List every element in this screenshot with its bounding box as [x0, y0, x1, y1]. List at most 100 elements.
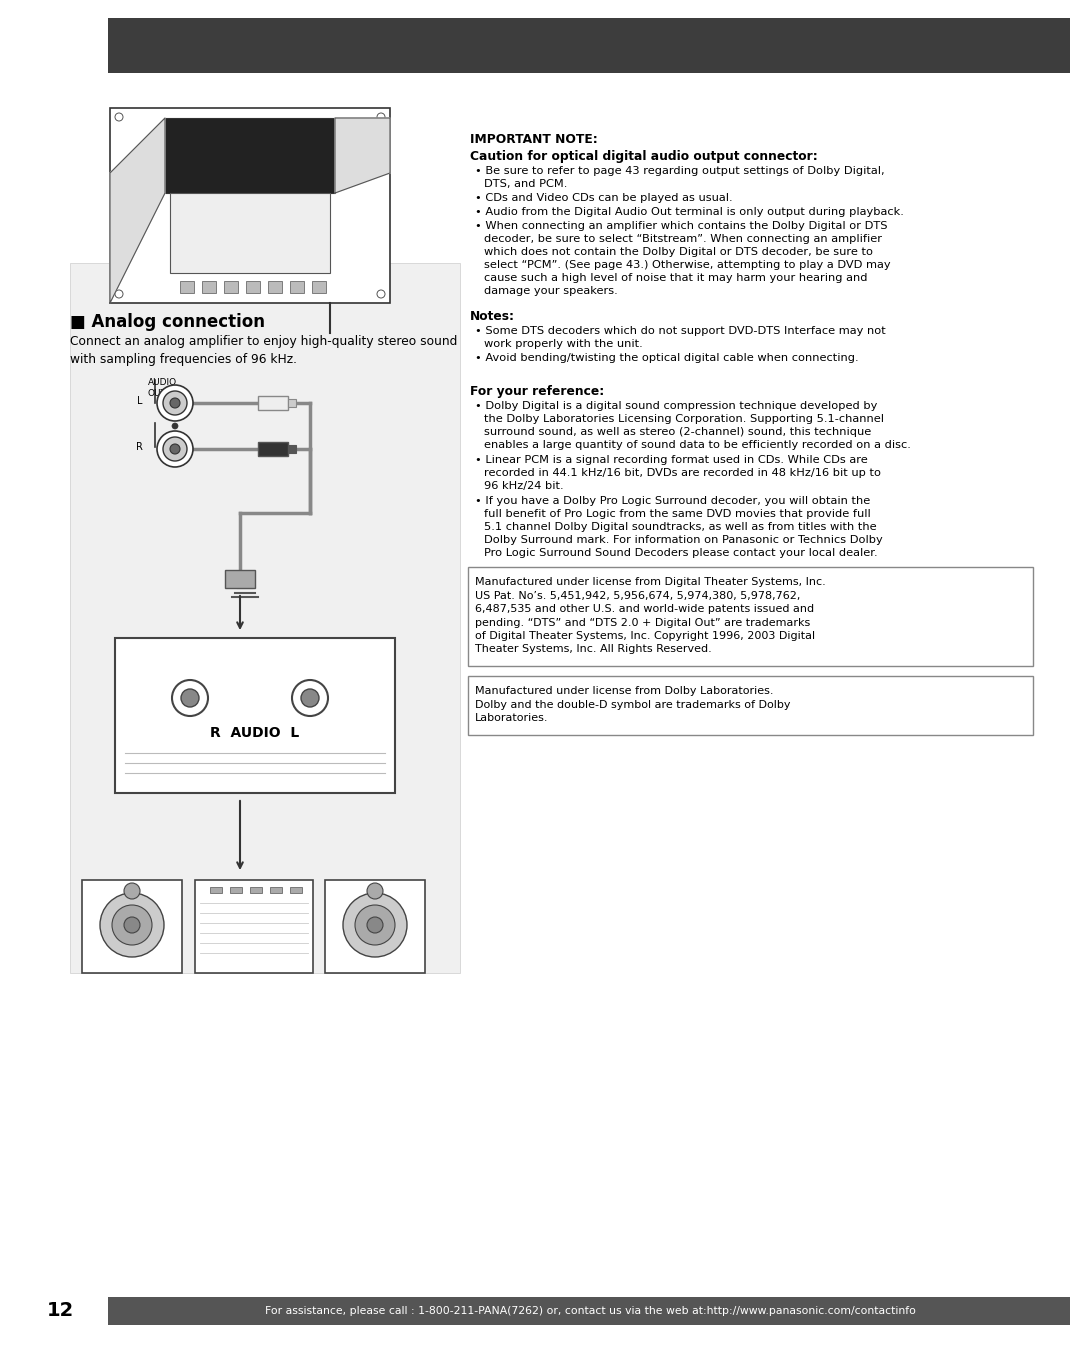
Bar — [180, 281, 194, 293]
Text: the Dolby Laboratories Licensing Corporation. Supporting 5.1-channel: the Dolby Laboratories Licensing Corpora… — [484, 414, 885, 424]
Text: of Digital Theater Systems, Inc. Copyright 1996, 2003 Digital: of Digital Theater Systems, Inc. Copyrig… — [475, 631, 815, 641]
Bar — [165, 119, 335, 194]
Circle shape — [377, 290, 384, 298]
Bar — [82, 880, 183, 973]
Bar — [468, 567, 1032, 667]
Bar — [325, 880, 426, 973]
Text: full benefit of Pro Logic from the same DVD movies that provide full: full benefit of Pro Logic from the same … — [484, 508, 870, 519]
Text: Laboratories.: Laboratories. — [475, 713, 549, 722]
Bar — [288, 399, 296, 408]
Bar — [288, 444, 296, 453]
Text: recorded in 44.1 kHz/16 bit, DVDs are recorded in 48 kHz/16 bit up to: recorded in 44.1 kHz/16 bit, DVDs are re… — [484, 468, 881, 478]
Circle shape — [124, 883, 140, 900]
Bar — [258, 397, 288, 410]
Text: • Audio from the Digital Audio Out terminal is only output during playback.: • Audio from the Digital Audio Out termi… — [475, 207, 904, 217]
Bar — [114, 638, 395, 793]
Text: • Dolby Digital is a digital sound compression technique developed by: • Dolby Digital is a digital sound compr… — [475, 401, 877, 412]
Circle shape — [343, 893, 407, 957]
Circle shape — [157, 384, 193, 421]
Text: 96 kHz/24 bit.: 96 kHz/24 bit. — [484, 481, 564, 491]
Bar — [268, 281, 282, 293]
Text: enables a large quantity of sound data to be efficiently recorded on a disc.: enables a large quantity of sound data t… — [484, 440, 910, 450]
Text: Caution for optical digital audio output connector:: Caution for optical digital audio output… — [470, 150, 818, 164]
Text: • Avoid bending/twisting the optical digital cable when connecting.: • Avoid bending/twisting the optical dig… — [475, 353, 859, 363]
Text: 5.1 channel Dolby Digital soundtracks, as well as from titles with the: 5.1 channel Dolby Digital soundtracks, a… — [484, 522, 877, 532]
Text: L: L — [137, 397, 143, 406]
Text: 12: 12 — [46, 1302, 73, 1321]
Bar — [70, 263, 460, 973]
Circle shape — [170, 444, 180, 454]
Circle shape — [301, 690, 319, 707]
Circle shape — [292, 680, 328, 716]
Bar — [170, 194, 330, 273]
Bar — [195, 880, 313, 973]
Bar — [312, 281, 326, 293]
Text: R: R — [136, 442, 143, 453]
Text: AUDIO
OUT: AUDIO OUT — [148, 378, 177, 398]
Circle shape — [163, 438, 187, 461]
Circle shape — [377, 113, 384, 121]
Bar — [291, 887, 302, 893]
Circle shape — [170, 398, 180, 408]
Text: DTS, and PCM.: DTS, and PCM. — [484, 179, 567, 189]
Text: Manufactured under license from Digital Theater Systems, Inc.: Manufactured under license from Digital … — [475, 577, 826, 587]
Circle shape — [172, 680, 208, 716]
Text: Dolby and the double-D symbol are trademarks of Dolby: Dolby and the double-D symbol are tradem… — [475, 699, 791, 710]
Bar — [468, 676, 1032, 735]
Text: Theater Systems, Inc. All Rights Reserved.: Theater Systems, Inc. All Rights Reserve… — [475, 645, 712, 654]
Bar — [230, 887, 242, 893]
Text: • Linear PCM is a signal recording format used in CDs. While CDs are: • Linear PCM is a signal recording forma… — [475, 455, 867, 465]
Bar — [210, 887, 222, 893]
Bar — [246, 281, 260, 293]
Text: Notes:: Notes: — [470, 309, 515, 323]
Circle shape — [172, 423, 178, 429]
Circle shape — [157, 431, 193, 468]
Text: • Some DTS decoders which do not support DVD-DTS Interface may not: • Some DTS decoders which do not support… — [475, 326, 886, 337]
Text: • When connecting an amplifier which contains the Dolby Digital or DTS: • When connecting an amplifier which con… — [475, 221, 888, 230]
Bar — [258, 442, 288, 457]
Bar — [224, 281, 238, 293]
Bar — [108, 18, 1070, 74]
Circle shape — [112, 905, 152, 945]
Text: work properly with the unit.: work properly with the unit. — [484, 339, 643, 349]
Circle shape — [181, 690, 199, 707]
Polygon shape — [335, 119, 390, 194]
Text: For assistance, please call : 1-800-211-PANA(7262) or, contact us via the web at: For assistance, please call : 1-800-211-… — [265, 1306, 916, 1317]
Text: Pro Logic Surround Sound Decoders please contact your local dealer.: Pro Logic Surround Sound Decoders please… — [484, 548, 878, 557]
Text: Dolby Surround mark. For information on Panasonic or Technics Dolby: Dolby Surround mark. For information on … — [484, 536, 882, 545]
Text: Manufactured under license from Dolby Laboratories.: Manufactured under license from Dolby La… — [475, 686, 773, 696]
Circle shape — [114, 290, 123, 298]
Text: which does not contain the Dolby Digital or DTS decoder, be sure to: which does not contain the Dolby Digital… — [484, 247, 873, 258]
Text: decoder, be sure to select “Bitstream”. When connecting an amplifier: decoder, be sure to select “Bitstream”. … — [484, 234, 882, 244]
Text: US Pat. No’s. 5,451,942, 5,956,674, 5,974,380, 5,978,762,: US Pat. No’s. 5,451,942, 5,956,674, 5,97… — [475, 590, 800, 601]
Bar — [291, 281, 303, 293]
Circle shape — [124, 917, 140, 934]
Bar — [225, 570, 255, 587]
Bar — [108, 1298, 1070, 1325]
Text: cause such a high level of noise that it may harm your hearing and: cause such a high level of noise that it… — [484, 273, 867, 284]
Circle shape — [355, 905, 395, 945]
Text: Connect an analog amplifier to enjoy high-quality stereo sound
with sampling fre: Connect an analog amplifier to enjoy hig… — [70, 335, 457, 367]
Text: IMPORTANT NOTE:: IMPORTANT NOTE: — [470, 134, 597, 146]
Circle shape — [367, 917, 383, 934]
Circle shape — [114, 113, 123, 121]
Text: • Be sure to refer to page 43 regarding output settings of Dolby Digital,: • Be sure to refer to page 43 regarding … — [475, 166, 885, 176]
Bar — [110, 108, 390, 303]
Text: 6,487,535 and other U.S. and world-wide patents issued and: 6,487,535 and other U.S. and world-wide … — [475, 604, 814, 613]
Polygon shape — [110, 119, 165, 303]
Text: surround sound, as well as stereo (2-channel) sound, this technique: surround sound, as well as stereo (2-cha… — [484, 427, 872, 438]
Text: ■ Analog connection: ■ Analog connection — [70, 313, 265, 331]
Text: • CDs and Video CDs can be played as usual.: • CDs and Video CDs can be played as usu… — [475, 194, 732, 203]
Text: damage your speakers.: damage your speakers. — [484, 286, 618, 296]
Circle shape — [100, 893, 164, 957]
Bar — [270, 887, 282, 893]
Circle shape — [163, 391, 187, 414]
Text: R  AUDIO  L: R AUDIO L — [211, 726, 299, 740]
Text: For your reference:: For your reference: — [470, 384, 604, 398]
Text: • If you have a Dolby Pro Logic Surround decoder, you will obtain the: • If you have a Dolby Pro Logic Surround… — [475, 496, 870, 506]
Bar — [249, 887, 262, 893]
Bar — [202, 281, 216, 293]
Text: select “PCM”. (See page 43.) Otherwise, attempting to play a DVD may: select “PCM”. (See page 43.) Otherwise, … — [484, 260, 891, 270]
Circle shape — [367, 883, 383, 900]
Text: pending. “DTS” and “DTS 2.0 + Digital Out” are trademarks: pending. “DTS” and “DTS 2.0 + Digital Ou… — [475, 617, 810, 627]
